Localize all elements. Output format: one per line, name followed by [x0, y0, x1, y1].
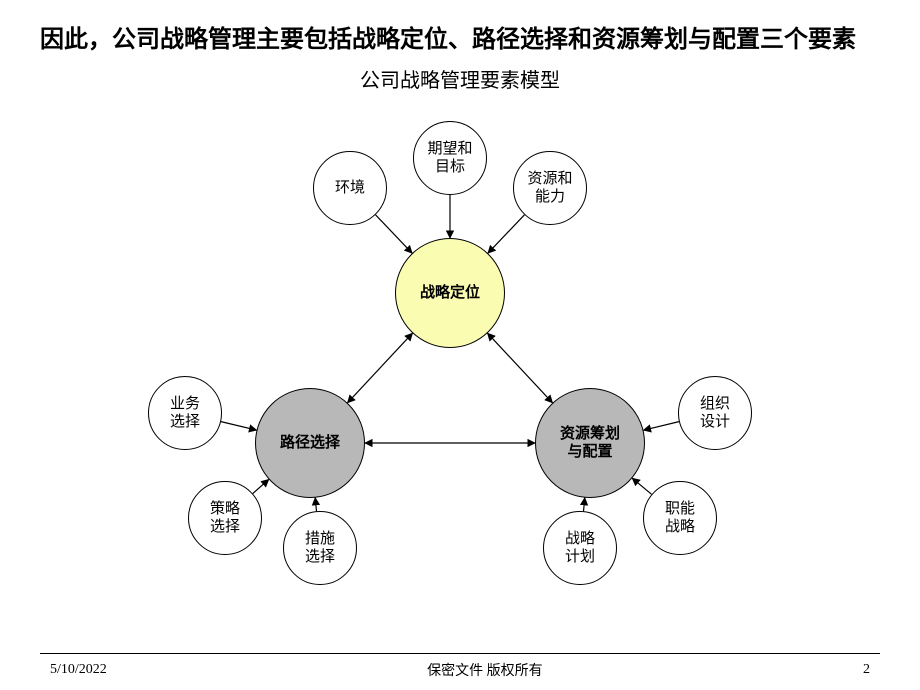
edge-strategy-resource: [488, 334, 553, 404]
node-plan: 战略计划: [543, 511, 617, 585]
node-strategy: 战略定位: [395, 238, 505, 348]
node-measure: 措施选择: [283, 511, 357, 585]
footer: 5/10/2022 保密文件 版权所有 2: [0, 660, 920, 680]
edge-plan-resource: [584, 498, 585, 511]
node-func: 职能战略: [643, 481, 717, 555]
edge-func-resource: [632, 479, 651, 495]
edge-measure-path: [315, 498, 316, 511]
node-goal: 期望和目标: [413, 121, 487, 195]
node-path: 路径选择: [255, 388, 365, 498]
node-policy: 策略选择: [188, 481, 262, 555]
edge-policy-path: [253, 480, 269, 494]
node-biz: 业务选择: [148, 376, 222, 450]
node-org: 组织设计: [678, 376, 752, 450]
edge-strategy-path: [348, 334, 413, 404]
edge-env-strategy: [376, 215, 413, 253]
edge-org-resource: [643, 422, 679, 431]
diagram-canvas: 战略定位路径选择 资源筹划与配置 环境期望和目标资源和能力业务选择策略选择措施选择 组…: [0, 93, 920, 593]
page-title: 因此，公司战略管理主要包括战略定位、路径选择和资源筹划与配置三个要素: [0, 0, 920, 56]
node-resource: 资源筹划与配置: [535, 388, 645, 498]
footer-divider: [40, 653, 880, 654]
edge-biz-path: [221, 422, 257, 431]
node-env: 环境: [313, 151, 387, 225]
edge-cap-strategy: [488, 215, 525, 253]
footer-page: 2: [863, 662, 870, 678]
node-cap: 资源和能力: [513, 151, 587, 225]
footer-center: 保密文件 版权所有: [427, 660, 543, 680]
diagram-subtitle: 公司战略管理要素模型: [0, 64, 920, 93]
footer-date: 5/10/2022: [50, 662, 107, 678]
